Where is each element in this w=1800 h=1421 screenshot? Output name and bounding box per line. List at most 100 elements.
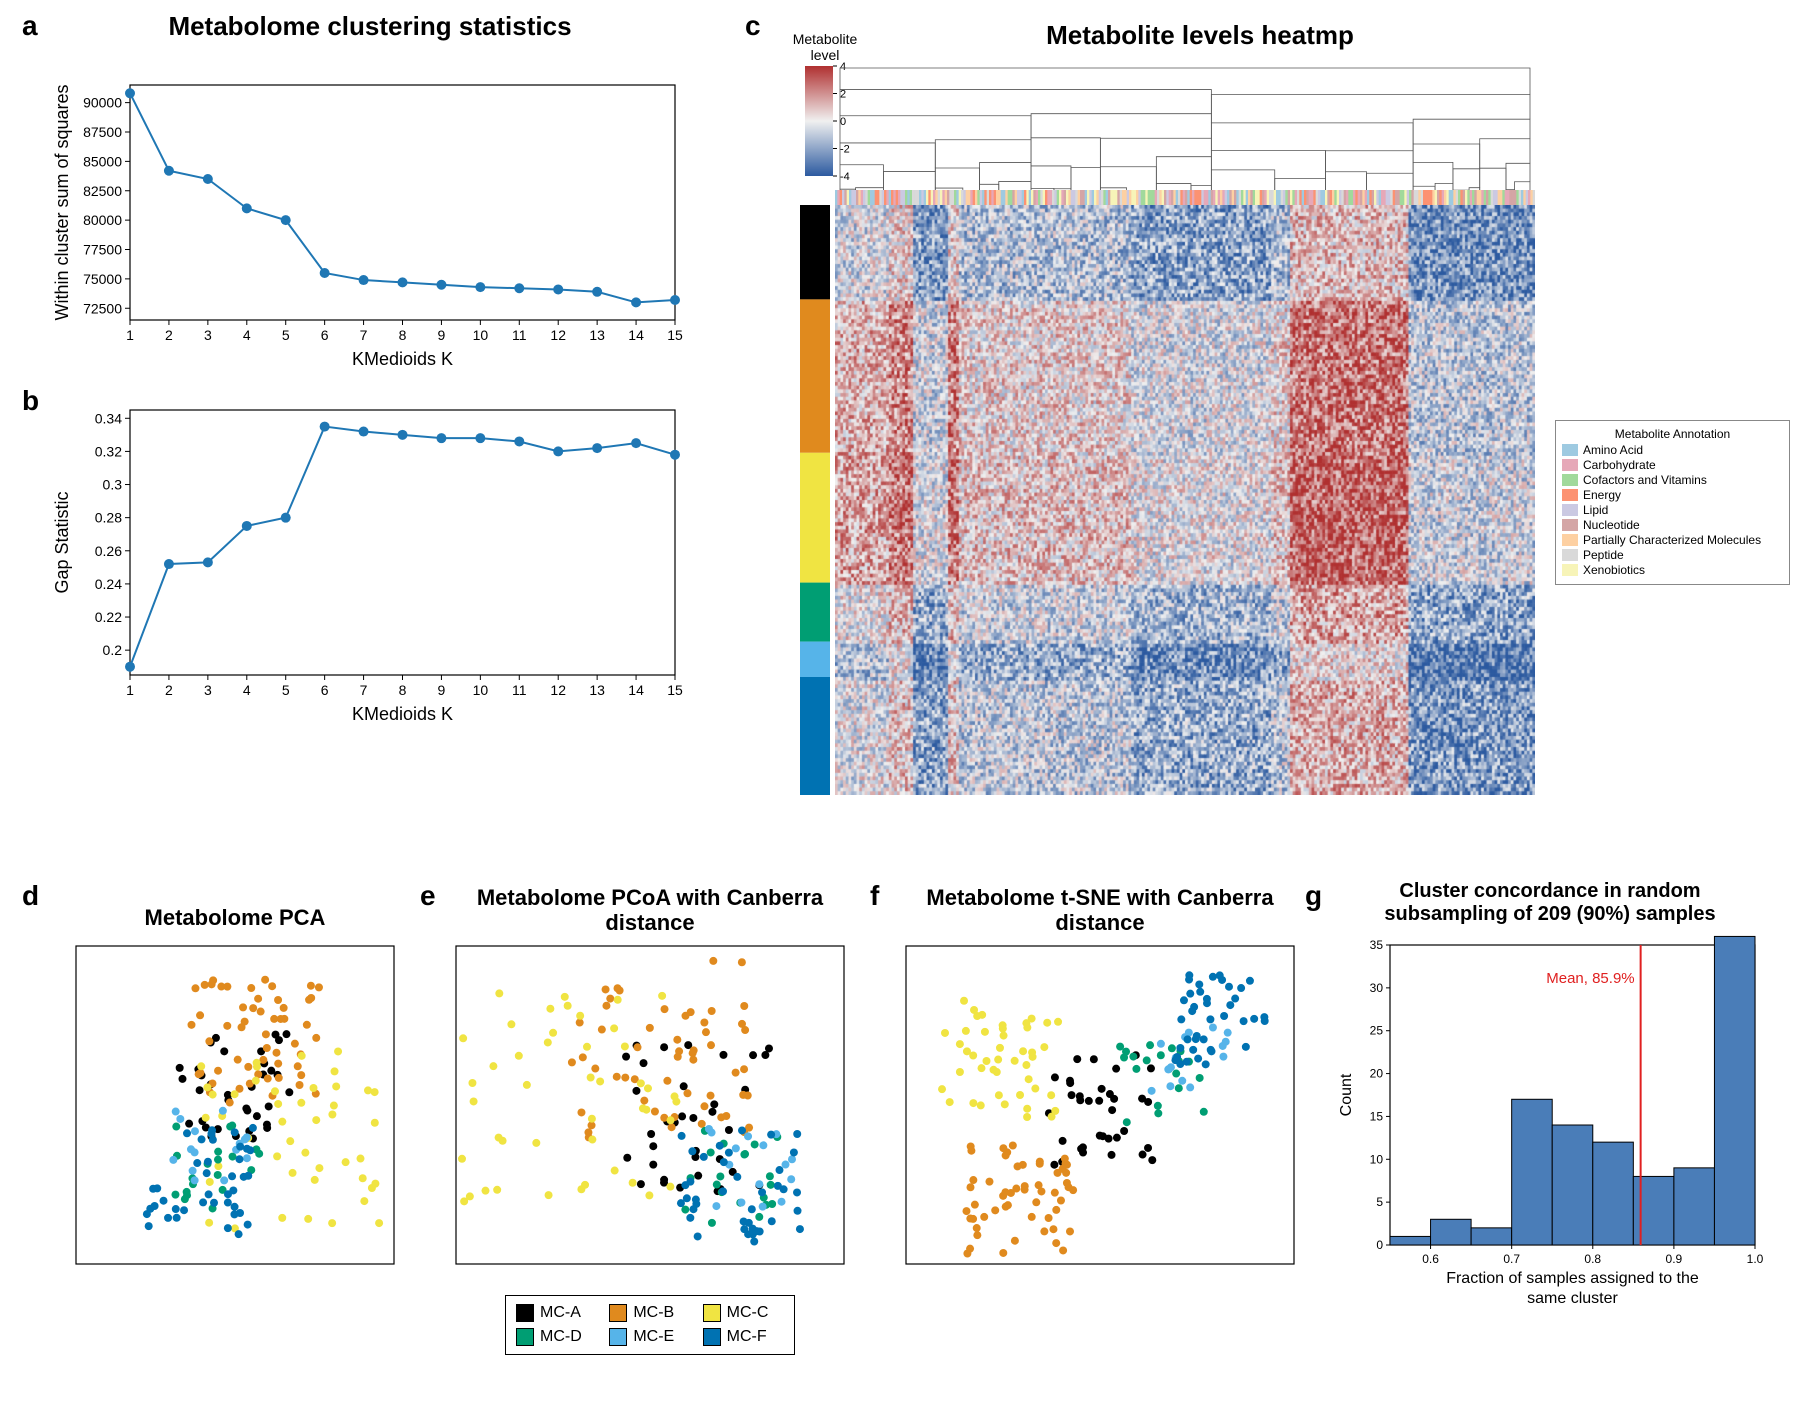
svg-text:0.24: 0.24	[95, 576, 122, 592]
chart-e	[450, 940, 850, 1270]
cluster-legend: MC-AMC-BMC-CMC-DMC-EMC-F	[505, 1295, 795, 1355]
legend-label: MC-E	[633, 1328, 674, 1346]
svg-text:0.22: 0.22	[95, 609, 122, 625]
legend-swatch	[1562, 534, 1578, 546]
svg-text:0.34: 0.34	[95, 410, 122, 426]
svg-text:13: 13	[589, 327, 605, 343]
chart-b: 0.20.220.240.260.280.30.320.341234567891…	[50, 400, 690, 730]
chart-f	[900, 940, 1300, 1270]
annotation-legend-item: Energy	[1562, 488, 1783, 502]
legend-swatch	[1562, 519, 1578, 531]
legend-swatch	[1562, 444, 1578, 456]
heatmap-dendrogram	[835, 60, 1535, 190]
svg-text:0.32: 0.32	[95, 443, 122, 459]
legend-label: Peptide	[1583, 548, 1624, 562]
heatmap-body	[835, 205, 1535, 795]
legend-swatch	[1562, 489, 1578, 501]
legend-swatch	[1562, 549, 1578, 561]
legend-swatch	[703, 1328, 721, 1346]
metabolite-annotation-legend: Metabolite AnnotationAmino AcidCarbohydr…	[1555, 420, 1790, 585]
svg-text:Within cluster sum of squares: Within cluster sum of squares	[52, 84, 72, 320]
svg-text:77500: 77500	[83, 242, 122, 258]
legend-label: Energy	[1583, 488, 1621, 502]
svg-text:82500: 82500	[83, 183, 122, 199]
svg-text:14: 14	[628, 682, 644, 698]
svg-text:0: 0	[1376, 1238, 1383, 1252]
legend-swatch	[609, 1328, 627, 1346]
svg-text:8: 8	[399, 327, 407, 343]
annotation-legend-item: Xenobiotics	[1562, 563, 1783, 577]
legend-swatch	[1562, 564, 1578, 576]
annotation-legend-item: Cofactors and Vitamins	[1562, 473, 1783, 487]
svg-text:85000: 85000	[83, 153, 122, 169]
legend-swatch	[703, 1304, 721, 1322]
svg-text:Mean, 85.9%: Mean, 85.9%	[1546, 970, 1634, 987]
legend-label: Xenobiotics	[1583, 563, 1645, 577]
svg-text:75000: 75000	[83, 271, 122, 287]
svg-text:4: 4	[243, 327, 251, 343]
annotation-legend-item: Carbohydrate	[1562, 458, 1783, 472]
chart-g-title: Cluster concordance in random subsamplin…	[1335, 880, 1765, 926]
svg-text:1: 1	[126, 327, 134, 343]
svg-text:9: 9	[438, 682, 446, 698]
legend-label: Cofactors and Vitamins	[1583, 473, 1707, 487]
cluster-legend-item: MC-C	[703, 1304, 784, 1322]
chart-d-title: Metabolome PCA	[70, 905, 400, 931]
legend-swatch	[516, 1304, 534, 1322]
svg-text:7: 7	[360, 682, 368, 698]
svg-text:5: 5	[282, 682, 290, 698]
legend-swatch	[1562, 504, 1578, 516]
svg-text:15: 15	[667, 682, 683, 698]
svg-text:9: 9	[438, 327, 446, 343]
svg-text:Fraction of samples assigned t: Fraction of samples assigned to the	[1446, 1270, 1699, 1287]
legend-label: Amino Acid	[1583, 443, 1643, 457]
svg-text:15: 15	[667, 327, 683, 343]
svg-text:Metabolite: Metabolite	[793, 31, 858, 47]
svg-text:0.9: 0.9	[1666, 1252, 1683, 1266]
svg-text:0.26: 0.26	[95, 543, 122, 559]
svg-text:0.28: 0.28	[95, 510, 122, 526]
svg-text:30: 30	[1370, 981, 1384, 995]
svg-text:35: 35	[1370, 938, 1384, 952]
svg-text:12: 12	[550, 327, 566, 343]
svg-text:3: 3	[204, 682, 212, 698]
chart-a-title: Metabolome clustering statistics	[90, 12, 650, 42]
svg-text:5: 5	[1376, 1195, 1383, 1209]
svg-text:20: 20	[1370, 1067, 1384, 1081]
annotation-legend-item: Partially Characterized Molecules	[1562, 533, 1783, 547]
svg-text:0.6: 0.6	[1422, 1252, 1439, 1266]
legend-label: MC-F	[727, 1328, 767, 1346]
svg-text:10: 10	[473, 682, 489, 698]
legend-label: Partially Characterized Molecules	[1583, 533, 1761, 547]
chart-a: 7250075000775008000082500850008750090000…	[50, 75, 690, 375]
panel-label-c: c	[745, 10, 761, 42]
svg-text:5: 5	[282, 327, 290, 343]
svg-text:2: 2	[165, 327, 173, 343]
svg-text:3: 3	[204, 327, 212, 343]
chart-c-title: Metabolite levels heatmp	[880, 20, 1520, 51]
svg-text:10: 10	[473, 327, 489, 343]
svg-text:6: 6	[321, 682, 329, 698]
svg-text:6: 6	[321, 327, 329, 343]
chart-d	[70, 940, 400, 1270]
panel-label-e: e	[420, 880, 436, 912]
svg-text:1: 1	[126, 682, 134, 698]
legend-swatch	[1562, 459, 1578, 471]
legend-label: Lipid	[1583, 503, 1608, 517]
svg-text:11: 11	[512, 682, 527, 698]
cluster-legend-item: MC-B	[609, 1304, 690, 1322]
svg-text:90000: 90000	[83, 95, 122, 111]
svg-text:80000: 80000	[83, 212, 122, 228]
chart-a-title-text: Metabolome clustering statistics	[168, 11, 571, 41]
legend-swatch	[516, 1328, 534, 1346]
chart-g: 051015202530350.60.70.80.91.0Mean, 85.9%…	[1335, 935, 1765, 1315]
panel-label-b: b	[22, 385, 39, 417]
svg-text:12: 12	[550, 682, 566, 698]
svg-text:13: 13	[589, 682, 605, 698]
heatmap-colgroups	[835, 190, 1535, 205]
svg-text:87500: 87500	[83, 124, 122, 140]
svg-text:25: 25	[1370, 1024, 1384, 1038]
panel-label-g: g	[1305, 880, 1322, 912]
svg-text:KMedioids K: KMedioids K	[352, 349, 453, 369]
cluster-legend-item: MC-F	[703, 1328, 784, 1346]
